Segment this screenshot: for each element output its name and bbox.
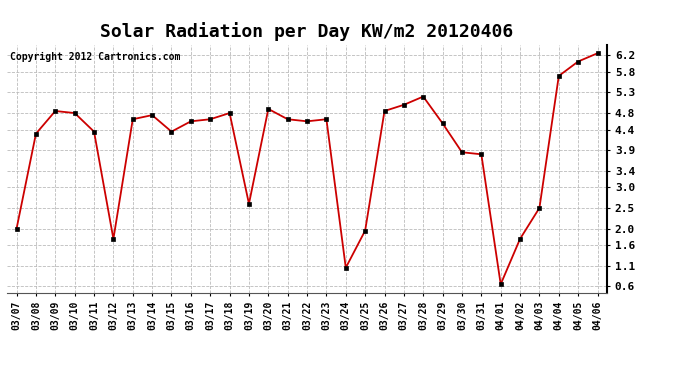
Text: Copyright 2012 Cartronics.com: Copyright 2012 Cartronics.com (10, 53, 180, 63)
Title: Solar Radiation per Day KW/m2 20120406: Solar Radiation per Day KW/m2 20120406 (101, 22, 513, 40)
